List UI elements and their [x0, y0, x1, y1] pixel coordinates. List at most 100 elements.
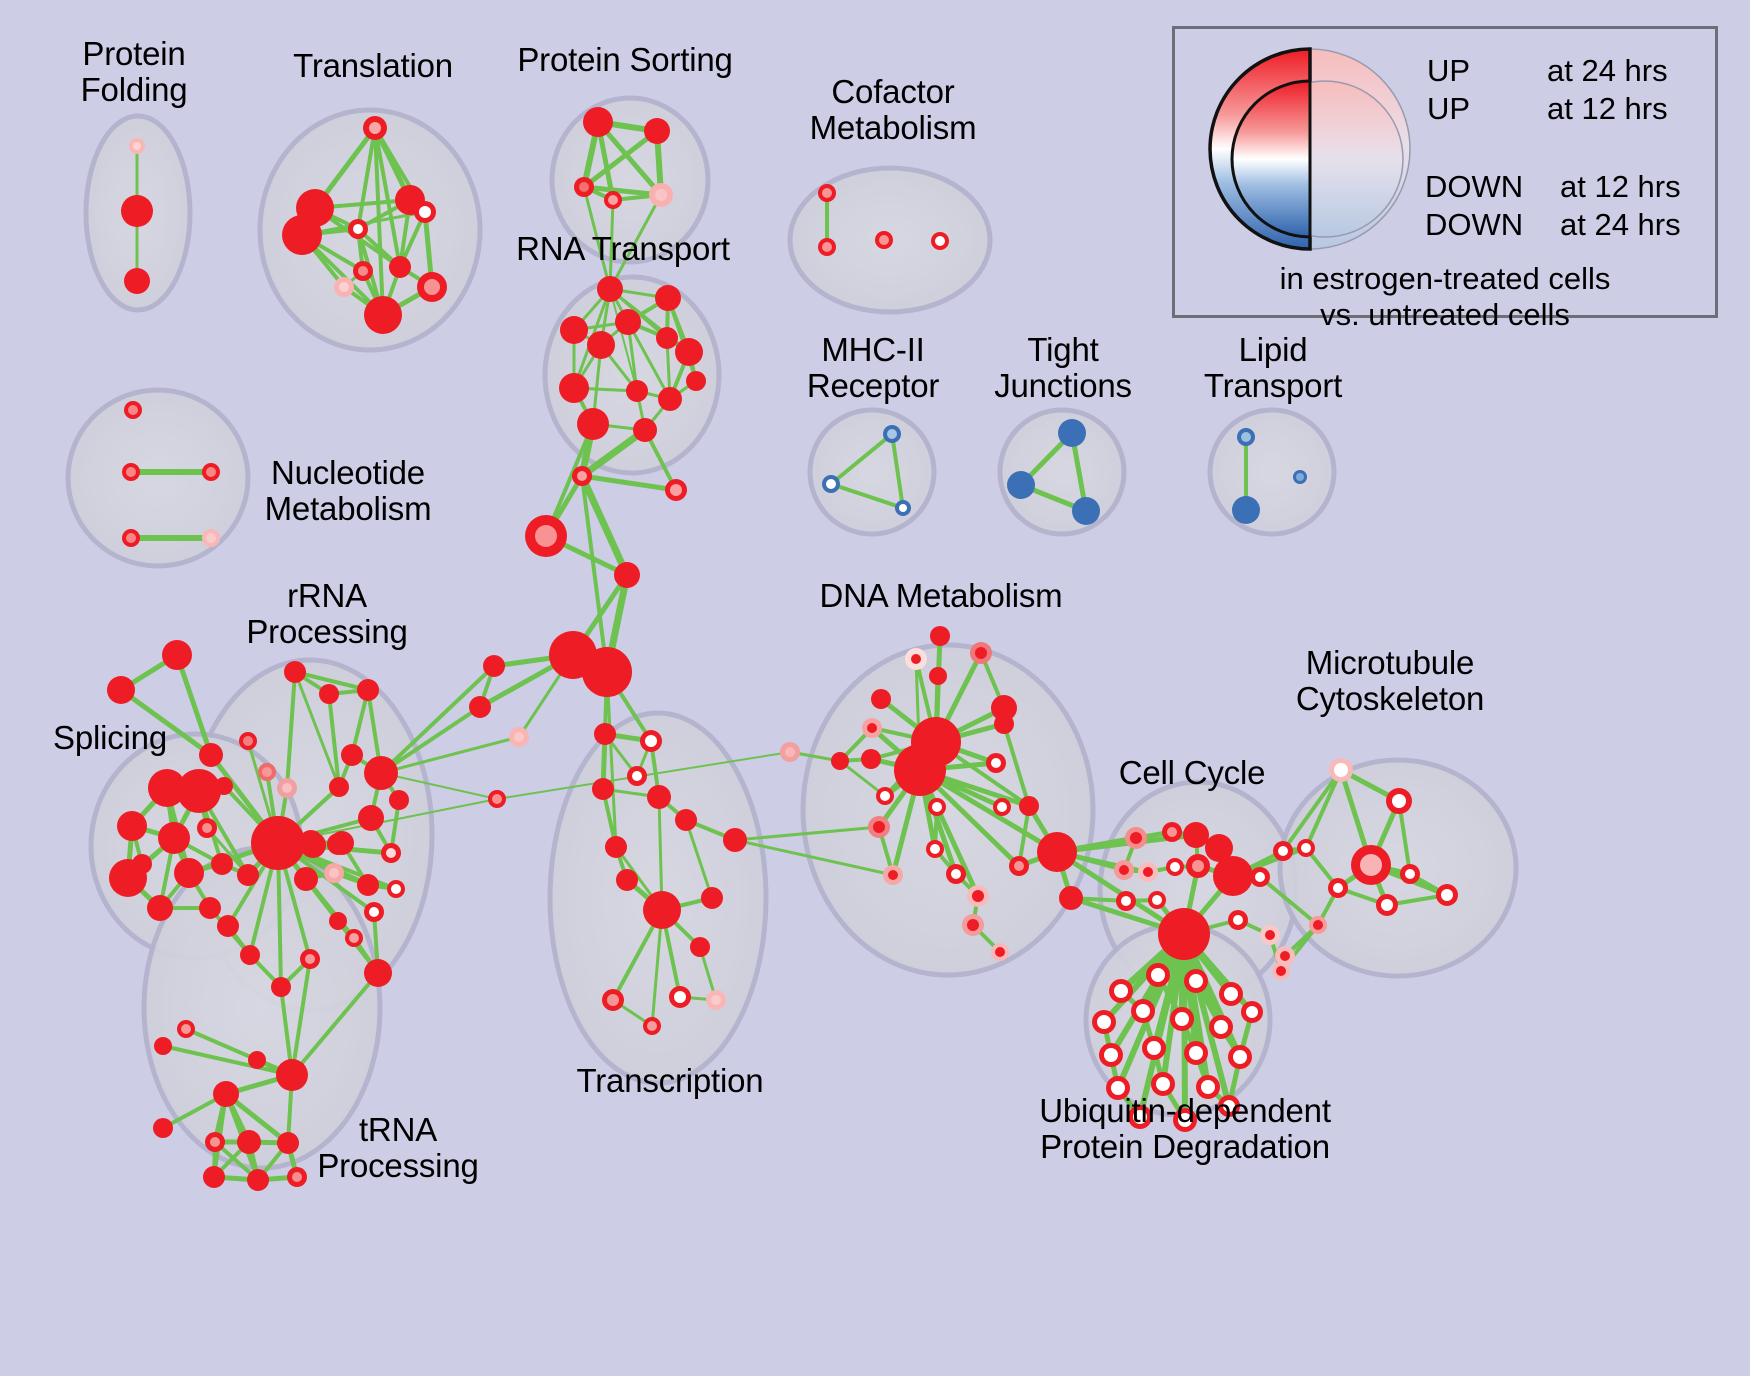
network-node[interactable]: [640, 730, 662, 752]
network-node[interactable]: [1072, 497, 1100, 525]
network-node[interactable]: [345, 929, 363, 947]
network-node[interactable]: [626, 380, 648, 402]
network-node[interactable]: [1219, 982, 1243, 1006]
network-node[interactable]: [675, 809, 697, 831]
network-node[interactable]: [587, 331, 615, 359]
network-node[interactable]: [690, 937, 710, 957]
network-node[interactable]: [1218, 1095, 1240, 1117]
network-node[interactable]: [560, 316, 588, 344]
network-node[interactable]: [862, 718, 882, 738]
network-node[interactable]: [287, 1167, 307, 1187]
network-node[interactable]: [389, 790, 409, 810]
network-node[interactable]: [174, 858, 204, 888]
network-node[interactable]: [237, 1130, 261, 1154]
network-node[interactable]: [970, 642, 992, 664]
network-node[interactable]: [277, 1132, 299, 1154]
network-node[interactable]: [202, 463, 220, 481]
network-node[interactable]: [294, 867, 318, 891]
network-node[interactable]: [1059, 886, 1083, 910]
network-node[interactable]: [389, 256, 411, 278]
network-node[interactable]: [1436, 884, 1458, 906]
network-node[interactable]: [129, 138, 145, 154]
network-node[interactable]: [643, 1017, 661, 1035]
network-node[interactable]: [1106, 1076, 1130, 1100]
network-node[interactable]: [572, 466, 592, 486]
network-node[interactable]: [154, 1037, 172, 1055]
network-node[interactable]: [364, 756, 398, 790]
network-node[interactable]: [341, 744, 363, 766]
network-node[interactable]: [1009, 856, 1029, 876]
network-node[interactable]: [1109, 979, 1133, 1003]
network-node[interactable]: [237, 864, 259, 886]
network-node[interactable]: [822, 475, 840, 493]
network-node[interactable]: [364, 902, 384, 922]
network-node[interactable]: [329, 912, 347, 930]
network-node[interactable]: [577, 408, 609, 440]
network-node[interactable]: [883, 865, 903, 885]
network-node[interactable]: [604, 191, 622, 209]
network-node[interactable]: [1058, 419, 1086, 447]
network-node[interactable]: [1166, 858, 1184, 876]
network-node[interactable]: [1205, 834, 1233, 862]
network-node[interactable]: [284, 661, 306, 683]
network-node[interactable]: [633, 418, 657, 442]
network-node[interactable]: [597, 276, 623, 302]
network-node[interactable]: [1260, 925, 1280, 945]
network-node[interactable]: [991, 695, 1017, 721]
network-node[interactable]: [199, 743, 223, 767]
network-node[interactable]: [1116, 891, 1136, 911]
network-node[interactable]: [1138, 862, 1158, 882]
network-node[interactable]: [1037, 832, 1077, 872]
network-node[interactable]: [669, 986, 691, 1008]
network-node[interactable]: [701, 887, 723, 909]
network-node[interactable]: [199, 897, 221, 919]
network-node[interactable]: [334, 277, 354, 297]
network-node[interactable]: [319, 684, 339, 704]
network-node[interactable]: [271, 977, 291, 997]
network-node[interactable]: [202, 529, 220, 547]
network-node[interactable]: [614, 562, 640, 588]
network-node[interactable]: [277, 778, 297, 798]
network-node[interactable]: [177, 1020, 195, 1038]
network-node[interactable]: [723, 828, 747, 852]
network-node[interactable]: [649, 183, 673, 207]
network-node[interactable]: [615, 309, 641, 335]
network-node[interactable]: [627, 766, 647, 786]
network-node[interactable]: [559, 373, 589, 403]
network-node[interactable]: [675, 338, 703, 366]
network-node[interactable]: [107, 676, 135, 704]
network-node[interactable]: [574, 177, 594, 197]
network-node[interactable]: [1114, 860, 1134, 880]
network-node[interactable]: [986, 753, 1006, 773]
network-node[interactable]: [217, 915, 239, 937]
network-node[interactable]: [644, 118, 670, 144]
network-node[interactable]: [818, 184, 836, 202]
network-node[interactable]: [1184, 969, 1208, 993]
network-node[interactable]: [1148, 891, 1166, 909]
network-node[interactable]: [1237, 428, 1255, 446]
network-node[interactable]: [268, 829, 296, 857]
network-node[interactable]: [330, 831, 354, 855]
network-node[interactable]: [1099, 1043, 1123, 1067]
network-node[interactable]: [469, 696, 491, 718]
network-node[interactable]: [364, 959, 392, 987]
network-node[interactable]: [483, 655, 505, 677]
network-node[interactable]: [831, 752, 849, 770]
network-node[interactable]: [647, 785, 671, 809]
network-node[interactable]: [967, 885, 989, 907]
network-node[interactable]: [282, 215, 322, 255]
network-node[interactable]: [1293, 470, 1307, 484]
network-node[interactable]: [1151, 1072, 1175, 1096]
network-node[interactable]: [665, 479, 687, 501]
network-node[interactable]: [387, 880, 405, 898]
network-node[interactable]: [1228, 1045, 1252, 1069]
network-node[interactable]: [1170, 1007, 1194, 1031]
network-node[interactable]: [381, 843, 401, 863]
network-node[interactable]: [616, 869, 638, 891]
network-node[interactable]: [991, 943, 1009, 961]
network-node[interactable]: [861, 749, 881, 769]
network-node[interactable]: [239, 732, 257, 750]
network-node[interactable]: [605, 836, 627, 858]
network-node[interactable]: [1184, 1041, 1208, 1065]
network-node[interactable]: [876, 787, 894, 805]
